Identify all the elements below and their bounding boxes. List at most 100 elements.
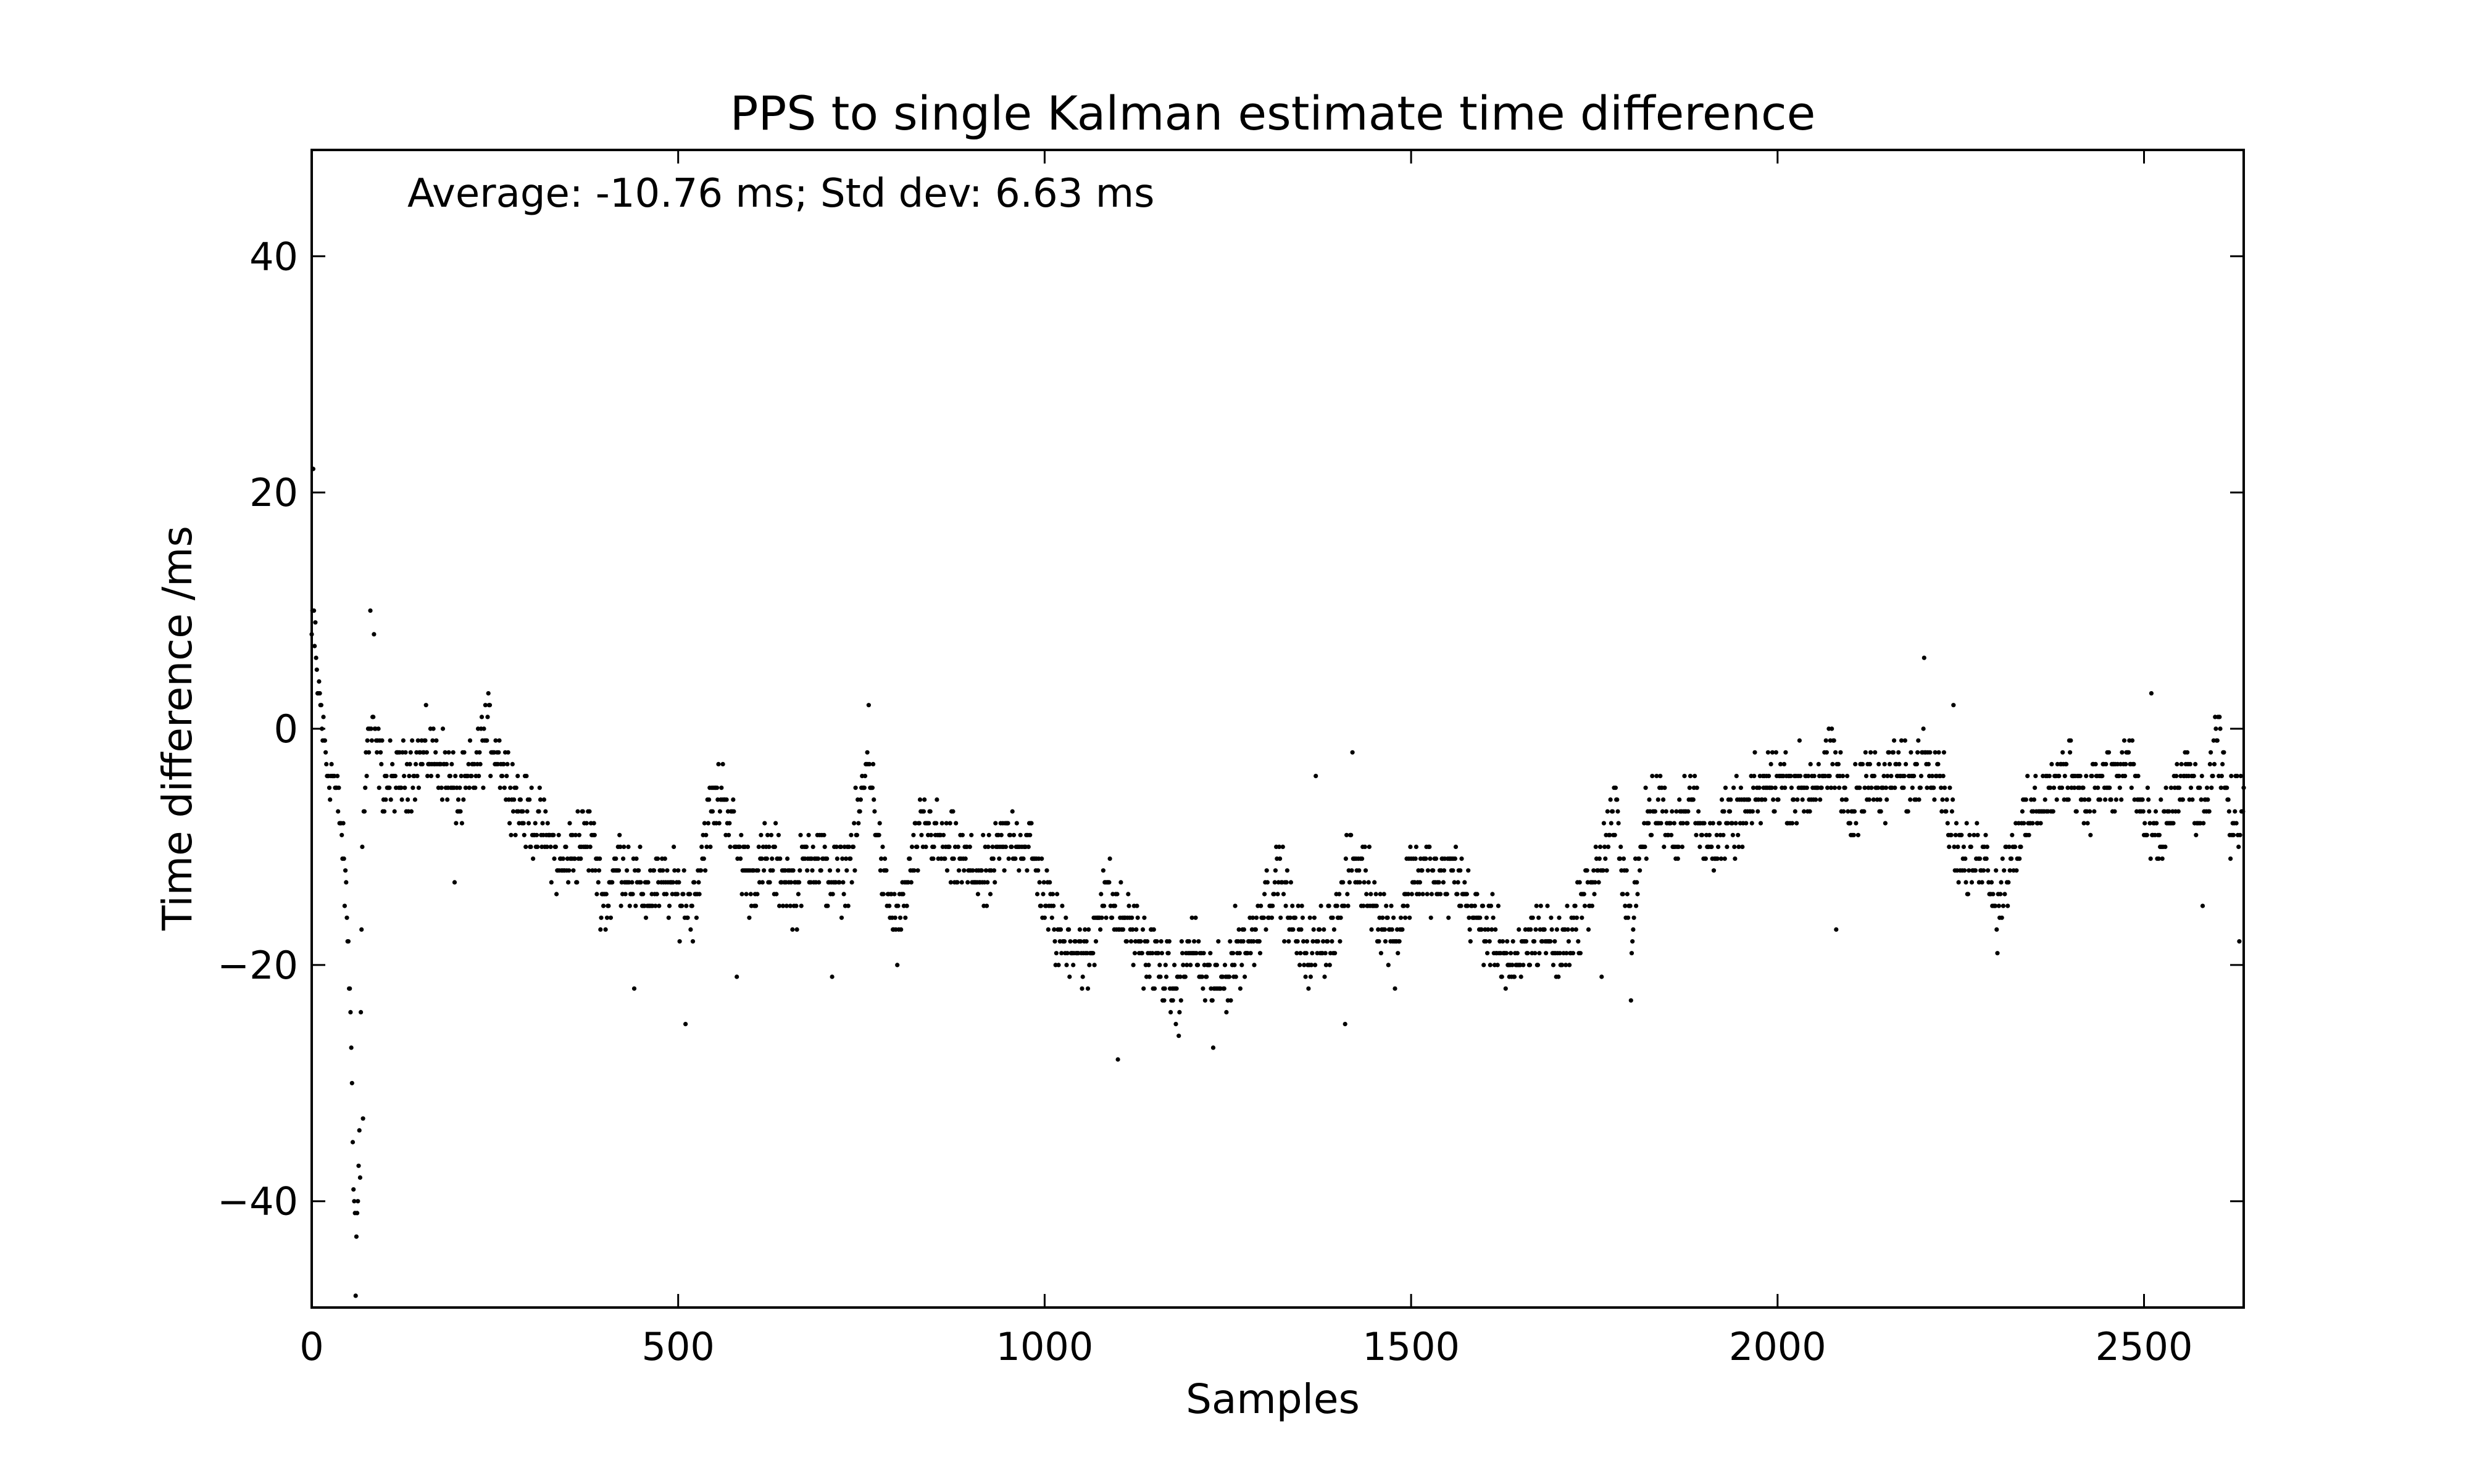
- data-point: [1736, 844, 1741, 849]
- data-point: [2093, 761, 2098, 766]
- data-point: [1621, 856, 1626, 861]
- data-point: [1932, 797, 1937, 802]
- data-point: [1135, 915, 1140, 920]
- data-point: [388, 738, 393, 743]
- data-point: [943, 856, 947, 861]
- data-point: [1778, 761, 1783, 766]
- data-point: [1269, 915, 1275, 920]
- data-point: [643, 915, 649, 920]
- data-point: [1631, 915, 1636, 920]
- data-point: [1478, 915, 1483, 920]
- data-point: [762, 821, 767, 826]
- data-point: [1011, 832, 1017, 837]
- data-point: [1139, 951, 1144, 956]
- data-point: [2238, 832, 2242, 837]
- data-point: [963, 856, 968, 861]
- x-tick-label: 0: [299, 1324, 323, 1369]
- data-point: [2081, 821, 2086, 826]
- data-point: [1297, 963, 1302, 968]
- data-point: [1682, 774, 1687, 779]
- data-point: [1711, 868, 1717, 873]
- data-point: [1931, 786, 1936, 790]
- data-point-outlier: [2237, 939, 2242, 944]
- data-point: [1458, 868, 1463, 873]
- data-point: [346, 939, 351, 944]
- data-point: [2238, 774, 2243, 779]
- data-point: [1196, 939, 1201, 944]
- data-point: [477, 774, 481, 779]
- data-point: [1557, 915, 1562, 920]
- data-point: [2176, 809, 2181, 814]
- data-point: [2179, 761, 2184, 766]
- data-point: [1644, 856, 1649, 861]
- data-point: [1827, 774, 1832, 779]
- data-point: [675, 892, 680, 897]
- data-point: [2131, 761, 2136, 766]
- data-point: [630, 880, 635, 885]
- data-point: [1576, 939, 1581, 944]
- data-point: [2199, 797, 2204, 802]
- data-point: [1468, 939, 1473, 944]
- data-point: [466, 761, 471, 766]
- data-point-outlier: [830, 974, 835, 979]
- data-point: [954, 821, 959, 826]
- data-point: [1464, 892, 1469, 897]
- data-point: [1869, 786, 1874, 790]
- data-point: [1652, 809, 1658, 814]
- data-point: [1617, 856, 1623, 861]
- data-point: [677, 939, 682, 944]
- data-point: [382, 809, 387, 814]
- data-point: [2112, 809, 2117, 814]
- data-point: [899, 927, 904, 932]
- data-point: [1366, 880, 1371, 885]
- data-point: [1039, 856, 1044, 861]
- data-point: [1947, 786, 1952, 790]
- data-point: [810, 868, 815, 873]
- data-point: [444, 761, 449, 766]
- data-point: [1056, 963, 1061, 968]
- data-point: [2201, 821, 2206, 826]
- data-point: [827, 868, 833, 873]
- data-point: [1466, 868, 1471, 873]
- data-point: [1309, 963, 1314, 968]
- data-point: [985, 880, 990, 885]
- data-point: [1262, 892, 1267, 897]
- data-point: [1085, 986, 1091, 991]
- data-point: [2023, 797, 2028, 802]
- data-point: [756, 868, 760, 873]
- data-point: [1563, 963, 1568, 968]
- data-point: [1812, 774, 1817, 779]
- data-point: [423, 738, 428, 743]
- data-point: [1099, 915, 1104, 920]
- data-point: [1166, 951, 1171, 956]
- data-point: [365, 738, 370, 743]
- data-point: [529, 786, 534, 790]
- data-point: [566, 880, 571, 885]
- data-point: [1290, 903, 1295, 908]
- data-point: [1286, 939, 1291, 944]
- data-point: [1071, 963, 1076, 968]
- data-point: [1291, 927, 1296, 932]
- data-point: [1208, 951, 1213, 956]
- data-point: [384, 774, 389, 779]
- data-point: [1939, 809, 1944, 814]
- data-point: [2113, 797, 2118, 802]
- data-point: [1523, 939, 1529, 944]
- data-point: [617, 832, 622, 837]
- data-point: [1688, 774, 1693, 779]
- data-point: [986, 832, 991, 837]
- data-point: [1147, 974, 1152, 979]
- data-point: [2025, 774, 2030, 779]
- data-point: [1607, 832, 1612, 837]
- data-point: [2068, 750, 2073, 755]
- data-point: [1087, 963, 1092, 968]
- data-point: [2225, 786, 2230, 790]
- data-point: [1322, 974, 1327, 979]
- data-point: [1210, 998, 1215, 1003]
- data-point: [1601, 868, 1605, 873]
- x-tick-label: 1000: [996, 1324, 1094, 1369]
- data-point: [1480, 903, 1486, 908]
- data-point: [2051, 809, 2055, 814]
- data-point: [1733, 856, 1738, 861]
- data-point: [1973, 868, 1978, 873]
